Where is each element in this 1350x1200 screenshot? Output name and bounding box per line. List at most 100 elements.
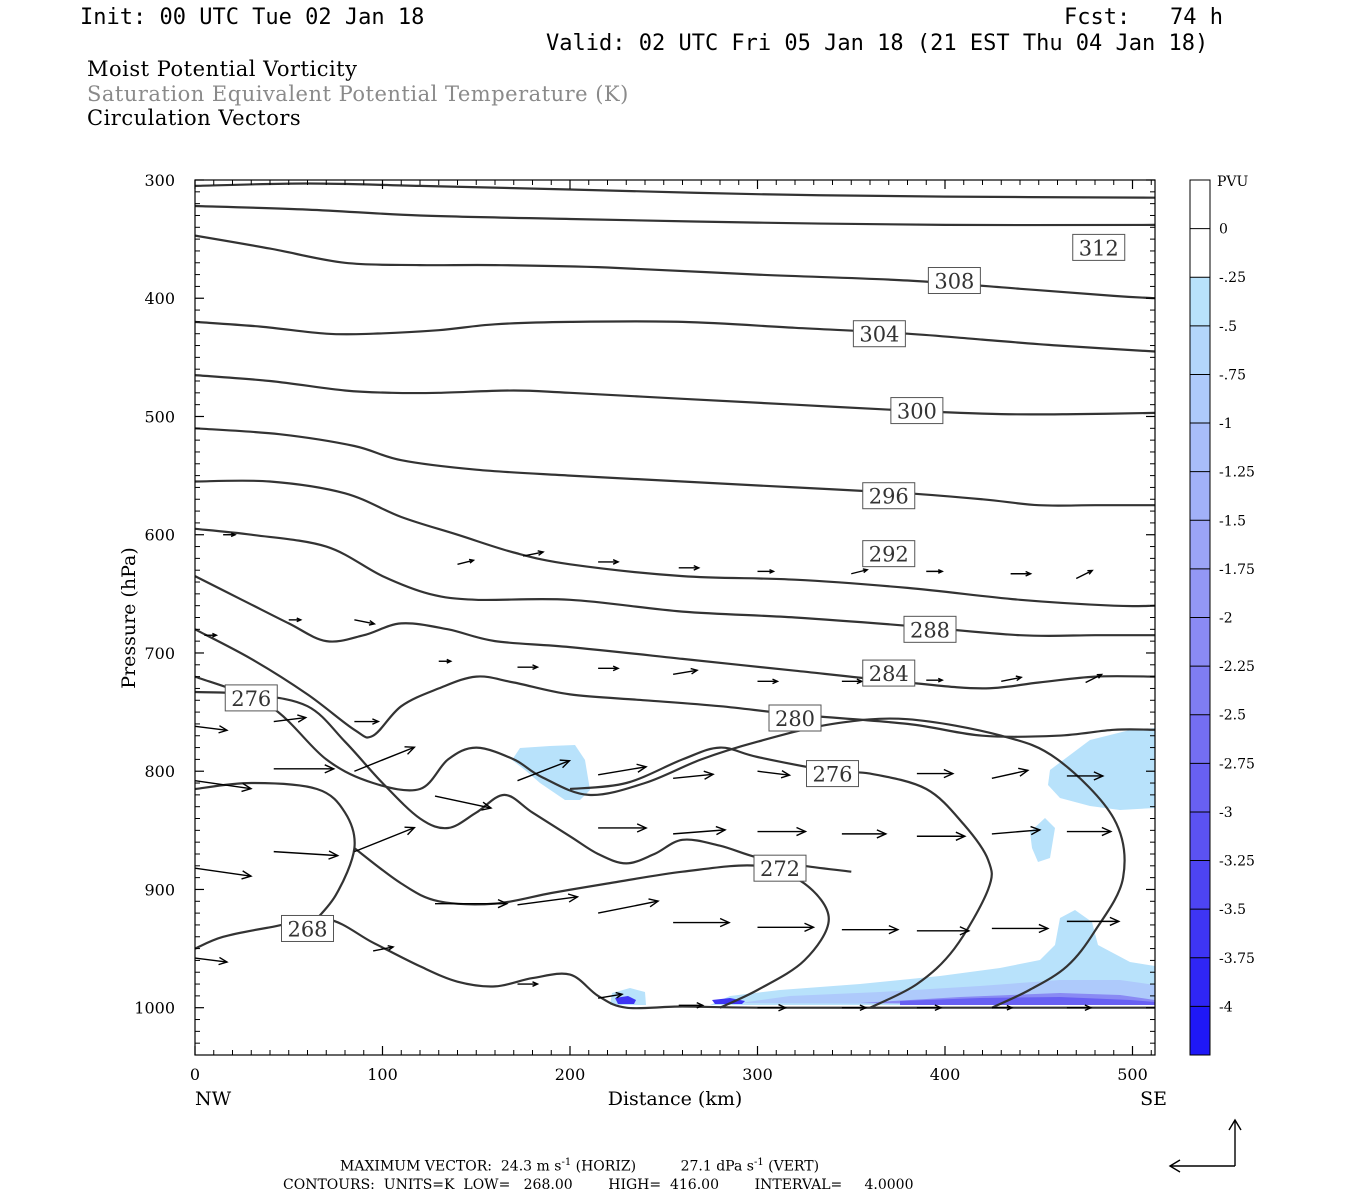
circulation-vector <box>673 825 727 836</box>
circulation-vector <box>517 759 572 782</box>
pv-region-light <box>1030 818 1055 862</box>
circulation-vector <box>354 619 377 626</box>
circulation-vector <box>204 632 219 638</box>
colorbar-label: -2.5 <box>1219 708 1246 724</box>
colorbar-swatch <box>1190 763 1210 813</box>
circulation-vector <box>757 568 776 574</box>
colorbar-swatch <box>1190 1006 1210 1056</box>
theta-es-contour-276 <box>569 746 993 1009</box>
x-end-label-nw: NW <box>195 1088 232 1110</box>
colorbar-label: -3.5 <box>1219 902 1246 918</box>
svg-text:300: 300 <box>897 400 937 424</box>
colorbar-swatch <box>1190 714 1210 764</box>
y-axis-label: Pressure (hPa) <box>118 547 140 689</box>
colorbar-swatch <box>1190 568 1210 618</box>
x-tick-label: 300 <box>742 1065 773 1084</box>
colorbar-label: 0 <box>1219 222 1228 238</box>
title-mpv: Moist Potential Vorticity <box>87 57 358 81</box>
theta-es-contour-320 <box>195 182 1155 199</box>
circulation-vector <box>1066 1004 1093 1012</box>
colorbar-label: -.5 <box>1219 319 1237 335</box>
contour-label-300: 300 <box>890 397 944 425</box>
x-tick-label: 400 <box>930 1065 961 1084</box>
colorbar-swatch <box>1190 666 1210 716</box>
colorbar-swatch <box>1190 423 1210 473</box>
svg-text:276: 276 <box>812 763 852 787</box>
circulation-vector <box>841 1004 868 1012</box>
contour-label-272: 272 <box>753 854 807 882</box>
x-tick-label: 100 <box>367 1065 398 1084</box>
x-tick-label: 0 <box>190 1065 200 1084</box>
circulation-vector <box>598 991 624 999</box>
y-tick-label: 400 <box>144 289 175 308</box>
colorbar-label: -1.25 <box>1219 465 1255 481</box>
y-tick-label: 900 <box>144 880 175 899</box>
circulation-vector <box>517 664 540 671</box>
init-time: Init: 00 UTC Tue 02 Jan 18 <box>80 5 425 30</box>
circulation-vector <box>354 718 381 725</box>
svg-text:276: 276 <box>231 687 271 711</box>
colorbar-swatch <box>1190 180 1210 230</box>
circulation-vector <box>673 667 699 675</box>
circulation-vector <box>517 893 580 906</box>
contours-info: CONTOURS: UNITS=K LOW= 268.00 HIGH= 416.… <box>283 1177 914 1193</box>
circulation-vector <box>438 658 453 664</box>
circulation-vectors <box>195 532 1121 1012</box>
contour-label-276: 276 <box>806 760 859 788</box>
theta-es-contour-312 <box>195 234 1155 300</box>
theta-es-contour-288 <box>195 575 1155 690</box>
circulation-vector <box>288 617 303 623</box>
theta-es-contour-272 <box>353 847 830 1009</box>
circulation-vector <box>195 779 253 793</box>
svg-text:268: 268 <box>287 917 327 941</box>
circulation-vector <box>195 956 229 966</box>
circulation-vector <box>841 829 888 839</box>
circulation-vector <box>991 767 1030 779</box>
colorbar-label: -1 <box>1219 416 1233 432</box>
contour-label-296: 296 <box>862 482 916 510</box>
contour-label-276: 276 <box>224 684 278 712</box>
circulation-vector <box>1085 673 1104 684</box>
circulation-vector <box>926 677 944 683</box>
colorbar-swatch <box>1190 374 1210 424</box>
svg-text:296: 296 <box>869 485 909 509</box>
circulation-vector <box>673 770 715 780</box>
circulation-vector <box>673 917 731 928</box>
pv-region-dark <box>900 997 1155 1005</box>
forecast-hour: Fcst: 74 h <box>1064 5 1223 30</box>
svg-text:284: 284 <box>869 662 909 686</box>
circulation-vector <box>991 825 1042 836</box>
colorbar-swatch <box>1190 860 1210 910</box>
circulation-vector <box>223 532 237 538</box>
circulation-vector <box>757 922 816 932</box>
max-vector-line: MAXIMUM VECTOR: 24.3 m s-1 (HORIZ) 27.1 … <box>340 1158 819 1174</box>
circulation-vector <box>1066 916 1121 927</box>
max-vector-horiz: 24.3 m s <box>500 1158 562 1175</box>
circulation-vector <box>195 725 229 734</box>
colorbar-label: -2 <box>1219 611 1233 627</box>
x-tick-label: 500 <box>1117 1065 1148 1084</box>
circulation-vector <box>372 945 395 952</box>
x-axis-label: Distance (km) <box>608 1088 743 1110</box>
circulation-vector <box>517 981 540 987</box>
theta-es-contour-276 <box>195 690 852 873</box>
x-end-label-se: SE <box>1140 1088 1167 1110</box>
circulation-vector <box>916 926 971 936</box>
contour-label-280: 280 <box>768 704 822 732</box>
svg-text:304: 304 <box>859 323 899 347</box>
svg-text:312: 312 <box>1079 236 1119 260</box>
pv-colorbar: 0 -.25 -.5 -.75 -1 -1.25 -1.5 -1.75 -2 -2.25 -2.5 -… <box>1189 179 1255 1056</box>
y-tick-label: 600 <box>144 526 175 545</box>
contour-label-268: 268 <box>281 914 334 942</box>
max-vector-horiz-exp: -1 <box>561 1157 572 1168</box>
circulation-vector <box>678 564 701 571</box>
circulation-vector <box>598 559 620 565</box>
colorbar-label: -1.5 <box>1219 513 1246 529</box>
theta-es-contour-292 <box>195 527 1155 638</box>
theta-es-contour-308 <box>195 320 1155 353</box>
theta-es-contour-296 <box>195 479 1155 608</box>
colorbar-swatch <box>1190 520 1210 570</box>
colorbar-swatch <box>1190 471 1210 521</box>
circulation-vector <box>273 714 308 723</box>
